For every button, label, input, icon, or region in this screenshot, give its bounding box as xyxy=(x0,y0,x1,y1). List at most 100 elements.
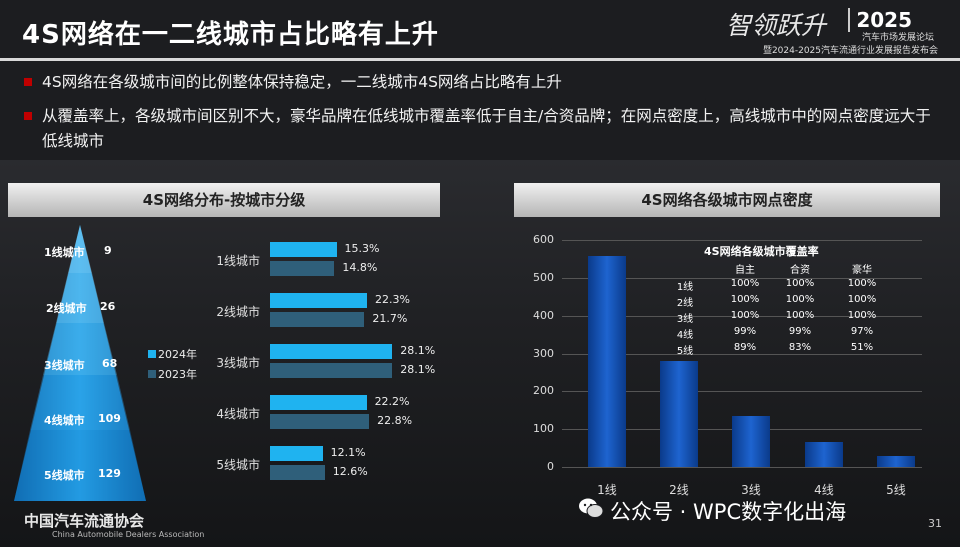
coverage-row-label-2: 2线 xyxy=(676,298,694,309)
coverage-cell-4-3: 97% xyxy=(850,326,874,337)
category-label-4: 4线城市 xyxy=(216,407,260,421)
category-label-3: 3线城市 xyxy=(216,356,260,370)
bar-value-2024年-4: 22.2% xyxy=(374,395,410,408)
bar-2023年-5 xyxy=(270,465,325,480)
bullet-marker xyxy=(24,112,32,120)
coverage-cell-3-2: 100% xyxy=(785,310,815,321)
bullet-text: 从覆盖率上，各级城市间区别不大，豪华品牌在低线城市覆盖率低于自主/合资品牌；在网… xyxy=(42,107,931,150)
pyramid-label-4: 4线城市 xyxy=(44,414,85,427)
x-tick-2: 2线 xyxy=(669,483,689,497)
gridline-300 xyxy=(562,353,922,355)
coverage-cell-3-1: 100% xyxy=(730,310,760,321)
column-2 xyxy=(660,361,698,467)
coverage-header-3: 豪华 xyxy=(852,265,872,276)
title-divider xyxy=(0,58,960,61)
legend-swatch-2024 xyxy=(148,350,156,358)
pyramid-tier-2 xyxy=(56,273,104,323)
coverage-header-2: 合资 xyxy=(790,265,810,276)
y-tick-300: 300 xyxy=(533,346,554,360)
legend-2023: 2023年 xyxy=(148,366,197,382)
bullet-2: 从覆盖率上，各级城市间区别不大，豪华品牌在低线城市覆盖率低于自主/合资品牌；在网… xyxy=(24,104,944,154)
bar-2024年-2 xyxy=(270,293,367,308)
legend-label-2024: 2024年 xyxy=(158,348,197,361)
pyramid-chart xyxy=(14,225,146,501)
bar-2024年-5 xyxy=(270,446,323,461)
gridline-200 xyxy=(562,391,922,393)
coverage-cell-5-3: 51% xyxy=(850,342,874,353)
coverage-row-label-4: 4线 xyxy=(676,330,694,341)
pyramid-label-5: 5线城市 xyxy=(44,469,85,482)
right-panel: 4S网络各级城市网点密度 xyxy=(514,183,940,493)
category-label-5: 5线城市 xyxy=(216,458,260,472)
bullet-1: 4S网络在各级城市间的比例整体保持稳定，一二线城市4S网络占比略有上升 xyxy=(24,70,924,95)
coverage-cell-3-3: 100% xyxy=(847,310,877,321)
bar-2024年-1 xyxy=(270,242,337,257)
x-tick-5: 5线 xyxy=(886,483,906,497)
coverage-cell-4-2: 99% xyxy=(788,326,812,337)
pyramid-value-4: 109 xyxy=(98,412,121,425)
pyramid-label-3: 3线城市 xyxy=(44,359,85,372)
bullet-text: 4S网络在各级城市间的比例整体保持稳定，一二线城市4S网络占比略有上升 xyxy=(42,73,562,91)
y-tick-100: 100 xyxy=(533,422,554,436)
y-tick-500: 500 xyxy=(533,270,554,284)
bar-value-2024年-5: 12.1% xyxy=(330,446,366,459)
brand-logo: 智领跃升 2025 汽车市场发展论坛 暨2024-2025汽车流通行业发展报告发… xyxy=(718,4,948,56)
x-tick-3: 3线 xyxy=(741,483,761,497)
right-panel-title: 4S网络各级城市网点密度 xyxy=(514,183,940,217)
footer-org-english: China Automobile Dealers Association xyxy=(52,530,205,539)
page-title: 4S网络在一二线城市占比略有上升 xyxy=(22,20,439,50)
gridline-0 xyxy=(562,467,922,468)
coverage-cell-1-1: 100% xyxy=(730,278,760,289)
bar-2023年-4 xyxy=(270,414,370,429)
gridline-600 xyxy=(562,240,922,241)
wechat-icon xyxy=(579,498,604,518)
y-tick-400: 400 xyxy=(533,308,554,322)
brand-subtitle-1: 汽车市场发展论坛 xyxy=(861,33,934,43)
pyramid-tier-1 xyxy=(68,225,92,273)
bar-value-2024年-2: 22.3% xyxy=(375,293,410,306)
coverage-table-title: 4S网络各级城市覆盖率 xyxy=(704,245,819,258)
bar-2024年-3 xyxy=(270,344,393,359)
column-3 xyxy=(732,415,770,467)
bar-2023年-2 xyxy=(270,312,365,327)
pyramid-value-1: 9 xyxy=(104,244,112,257)
coverage-row-label-1: 1线 xyxy=(676,282,694,293)
pyramid-tier-4 xyxy=(30,375,130,430)
column-1 xyxy=(588,256,626,467)
coverage-cell-2-1: 100% xyxy=(730,294,760,305)
pyramid-label-1: 1线城市 xyxy=(44,246,85,259)
pyramid-label-2: 2线城市 xyxy=(46,302,87,315)
category-label-2: 2线城市 xyxy=(216,305,260,319)
bar-value-2023年-3: 28.1% xyxy=(400,363,436,376)
left-panel-title: 4S网络分布-按城市分级 xyxy=(8,183,440,217)
left-panel: 4S网络分布-按城市分级 xyxy=(8,183,440,493)
column-4 xyxy=(805,442,843,467)
bar-2024年-4 xyxy=(270,395,367,410)
coverage-cell-4-1: 99% xyxy=(733,326,757,337)
x-tick-1: 1线 xyxy=(597,483,617,497)
pyramid-value-3: 68 xyxy=(102,357,118,370)
pyramid-shape xyxy=(14,225,146,501)
gridline-400 xyxy=(562,315,922,317)
brand-subtitle-2: 暨2024-2025汽车流通行业发展报告发布会 xyxy=(762,46,938,56)
column-5 xyxy=(877,455,915,467)
bar-value-2024年-3: 28.1% xyxy=(400,344,436,357)
coverage-cell-5-2: 83% xyxy=(788,342,812,353)
legend-label-2023: 2023年 xyxy=(158,368,197,381)
brand-year: 2025 xyxy=(848,8,912,32)
pyramid-value-2: 26 xyxy=(100,300,116,313)
pyramid-tier-5 xyxy=(14,430,146,501)
bar-value-2023年-5: 12.6% xyxy=(332,465,368,478)
y-tick-0: 0 xyxy=(547,460,554,473)
category-label-1: 1线城市 xyxy=(216,254,260,268)
bar-value-2023年-2: 21.7% xyxy=(372,312,408,325)
coverage-row-label-3: 3线 xyxy=(676,314,694,325)
bar-2023年-1 xyxy=(270,261,335,276)
brand-script: 智领跃升 xyxy=(725,11,826,40)
legend-swatch-2023 xyxy=(148,370,156,378)
page-number: 31 xyxy=(928,517,942,530)
bar-value-2024年-1: 15.3% xyxy=(344,242,380,255)
bar-2023年-3 xyxy=(270,363,393,378)
coverage-row-label-5: 5线 xyxy=(676,346,694,357)
bullet-marker xyxy=(24,78,32,86)
